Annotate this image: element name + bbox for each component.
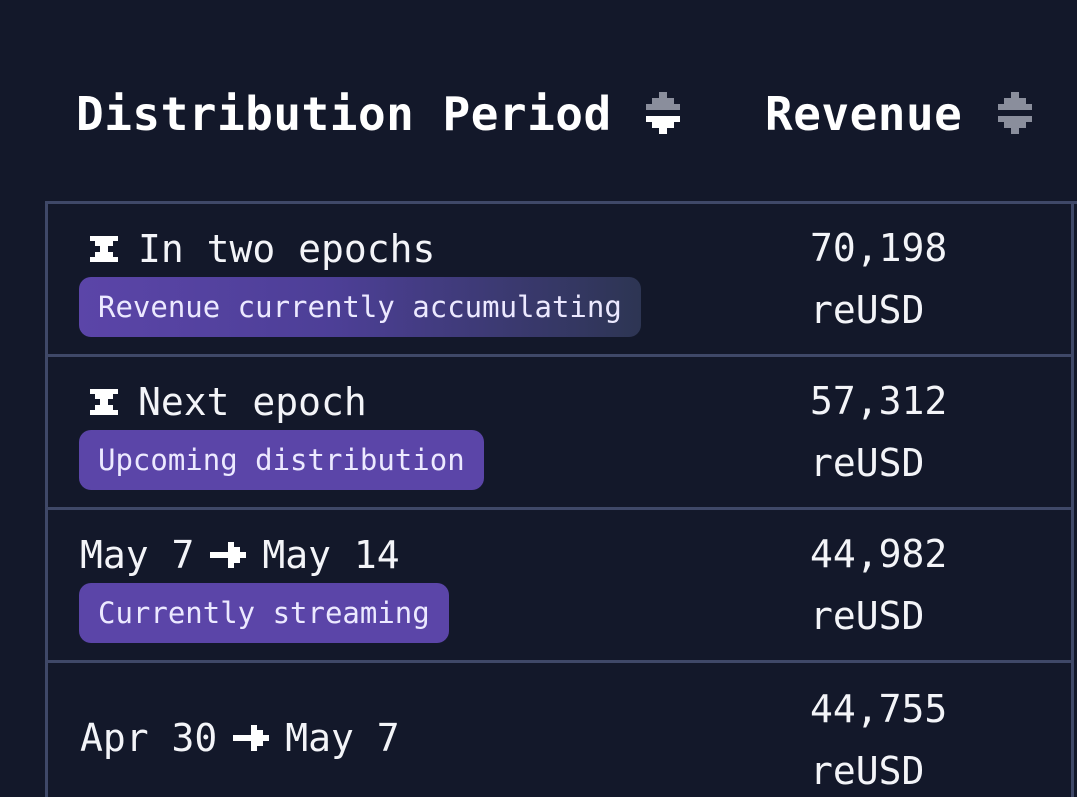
revenue-cell: 70,198 reUSD [810,217,947,341]
revenue-cell: 57,312 reUSD [810,370,947,494]
status-badge-label: Currently streaming [98,596,430,630]
table-row[interactable]: In two epochs Revenue currently accumula… [48,204,1074,357]
revenue-unit: reUSD [810,594,925,638]
period-start-date: May 7 [80,533,195,577]
sort-by-revenue-header[interactable]: Revenue [765,78,1033,150]
revenue-unit: reUSD [810,749,925,793]
table-row[interactable]: May 7 May 14 Currently streaming 44,982 … [48,510,1074,663]
period-start-date: Apr 30 [80,716,218,760]
period-end-date: May 14 [262,533,400,577]
sort-by-period-header[interactable]: Distribution Period [76,78,680,150]
period-column-label: Distribution Period [76,87,612,141]
status-badge-label: Upcoming distribution [98,443,465,477]
revenue-amount: 44,755 [810,687,948,731]
period-cell: Apr 30 May 7 [80,711,400,765]
status-badge-label: Revenue currently accumulating [98,290,622,324]
revenue-amount: 44,982 [810,532,948,576]
distribution-table: In two epochs Revenue currently accumula… [45,201,1077,797]
revenue-column-label: Revenue [765,87,963,141]
revenue-unit: reUSD [810,441,925,485]
sort-arrows-icon [645,92,680,134]
revenue-cell: 44,755 reUSD [810,678,947,797]
status-badge: Currently streaming [79,583,449,643]
revenue-cell: 44,982 reUSD [810,523,947,647]
revenue-amount: 70,198 [810,226,948,270]
arrow-right-icon [210,542,247,568]
period-label: In two epochs [138,227,436,271]
sort-arrows-icon [998,92,1033,134]
status-badge: Upcoming distribution [79,430,484,490]
revenue-unit: reUSD [810,288,925,332]
period-cell: In two epochs [80,226,435,272]
table-header: Distribution Period Revenue [0,78,1077,158]
table-row[interactable]: Apr 30 May 7 44,755 reUSD [48,663,1074,797]
table-row[interactable]: Next epoch Upcoming distribution 57,312 … [48,357,1074,510]
period-label: Next epoch [138,380,367,424]
revenue-amount: 57,312 [810,379,948,423]
hourglass-icon [90,236,118,262]
period-cell: May 7 May 14 [80,532,400,578]
period-end-date: May 7 [285,716,400,760]
period-cell: Next epoch [80,379,367,425]
arrow-right-icon [233,725,270,751]
hourglass-icon [90,389,118,415]
status-badge: Revenue currently accumulating [79,277,641,337]
